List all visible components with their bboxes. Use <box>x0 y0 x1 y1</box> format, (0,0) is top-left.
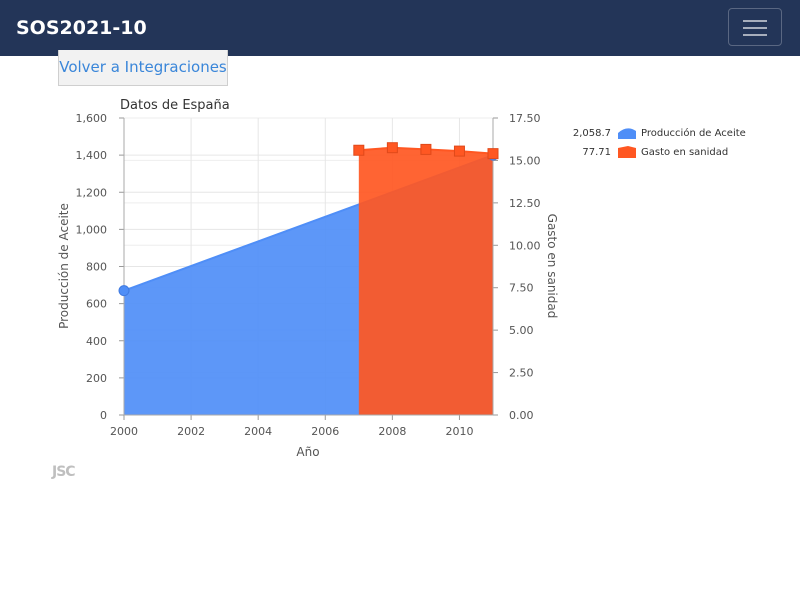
y-left-tick-label: 1,000 <box>76 223 108 236</box>
area-series-2 <box>358 147 493 415</box>
chart-markers <box>118 142 499 297</box>
x-tick-label: 2000 <box>110 425 138 438</box>
legend-value: 77.71 <box>582 147 611 158</box>
y-right-tick-label: 0.00 <box>509 409 534 422</box>
point-series-1 <box>118 285 130 297</box>
legend-value: 2,058.7 <box>573 128 611 139</box>
x-tick-label: 2004 <box>244 425 272 438</box>
legend-swatch <box>618 128 636 139</box>
y-right-tick-label: 12.50 <box>509 197 541 210</box>
y-right-tick-label: 7.50 <box>509 282 534 295</box>
point-series-2 <box>353 144 365 156</box>
y-left-tick-label: 200 <box>86 372 107 385</box>
x-tick-label: 2006 <box>311 425 339 438</box>
y-right-tick-label: 10.00 <box>509 239 541 252</box>
y-right-tick-label: 2.50 <box>509 367 534 380</box>
x-axis-label: Año <box>296 445 319 459</box>
x-tick-label: 2008 <box>378 425 406 438</box>
legend-label: Producción de Aceite <box>641 127 746 139</box>
chart-axes: 0 200 400 600 800 1,000 1,200 1,400 1,600 0.00 2.5… <box>76 112 541 438</box>
point-series-2 <box>453 145 465 157</box>
y-left-tick-label: 1,400 <box>76 149 108 162</box>
y-left-tick-label: 1,600 <box>76 112 108 125</box>
back-to-integrations-button[interactable]: Volver a Integraciones <box>58 50 228 86</box>
y-right-tick-label: 5.00 <box>509 324 534 337</box>
hamburger-icon <box>743 20 767 22</box>
y-right-tick-label: 15.00 <box>509 154 541 167</box>
y-axis-left-label: Producción de Aceite <box>57 203 71 329</box>
menu-toggle-button[interactable] <box>728 8 782 46</box>
point-series-2 <box>420 143 432 155</box>
brand-title[interactable]: SOS2021-10 <box>16 17 147 39</box>
y-left-tick-label: 0 <box>100 409 107 422</box>
point-series-2 <box>386 142 398 154</box>
chart-areas <box>123 146 494 415</box>
y-left-tick-label: 400 <box>86 335 107 348</box>
x-tick-label: 2010 <box>445 425 473 438</box>
legend-label: Gasto en sanidad <box>641 147 728 158</box>
chart-title: Datos de España <box>120 98 230 113</box>
x-tick-label: 2002 <box>177 425 205 438</box>
y-left-tick-label: 1,200 <box>76 186 108 199</box>
y-axis-right-label: Gasto en sanidad <box>545 214 559 319</box>
point-series-2 <box>487 148 499 160</box>
y-right-tick-label: 17.50 <box>509 112 541 125</box>
legend-swatch <box>618 146 636 158</box>
navbar: SOS2021-10 <box>0 0 800 56</box>
chart-legend: 2,058.7 Producción de Aceite 77.71 Gasto en… <box>573 127 746 158</box>
y-left-tick-label: 600 <box>86 298 107 311</box>
jsc-logo: JSC <box>52 464 76 480</box>
y-left-tick-label: 800 <box>86 261 107 274</box>
